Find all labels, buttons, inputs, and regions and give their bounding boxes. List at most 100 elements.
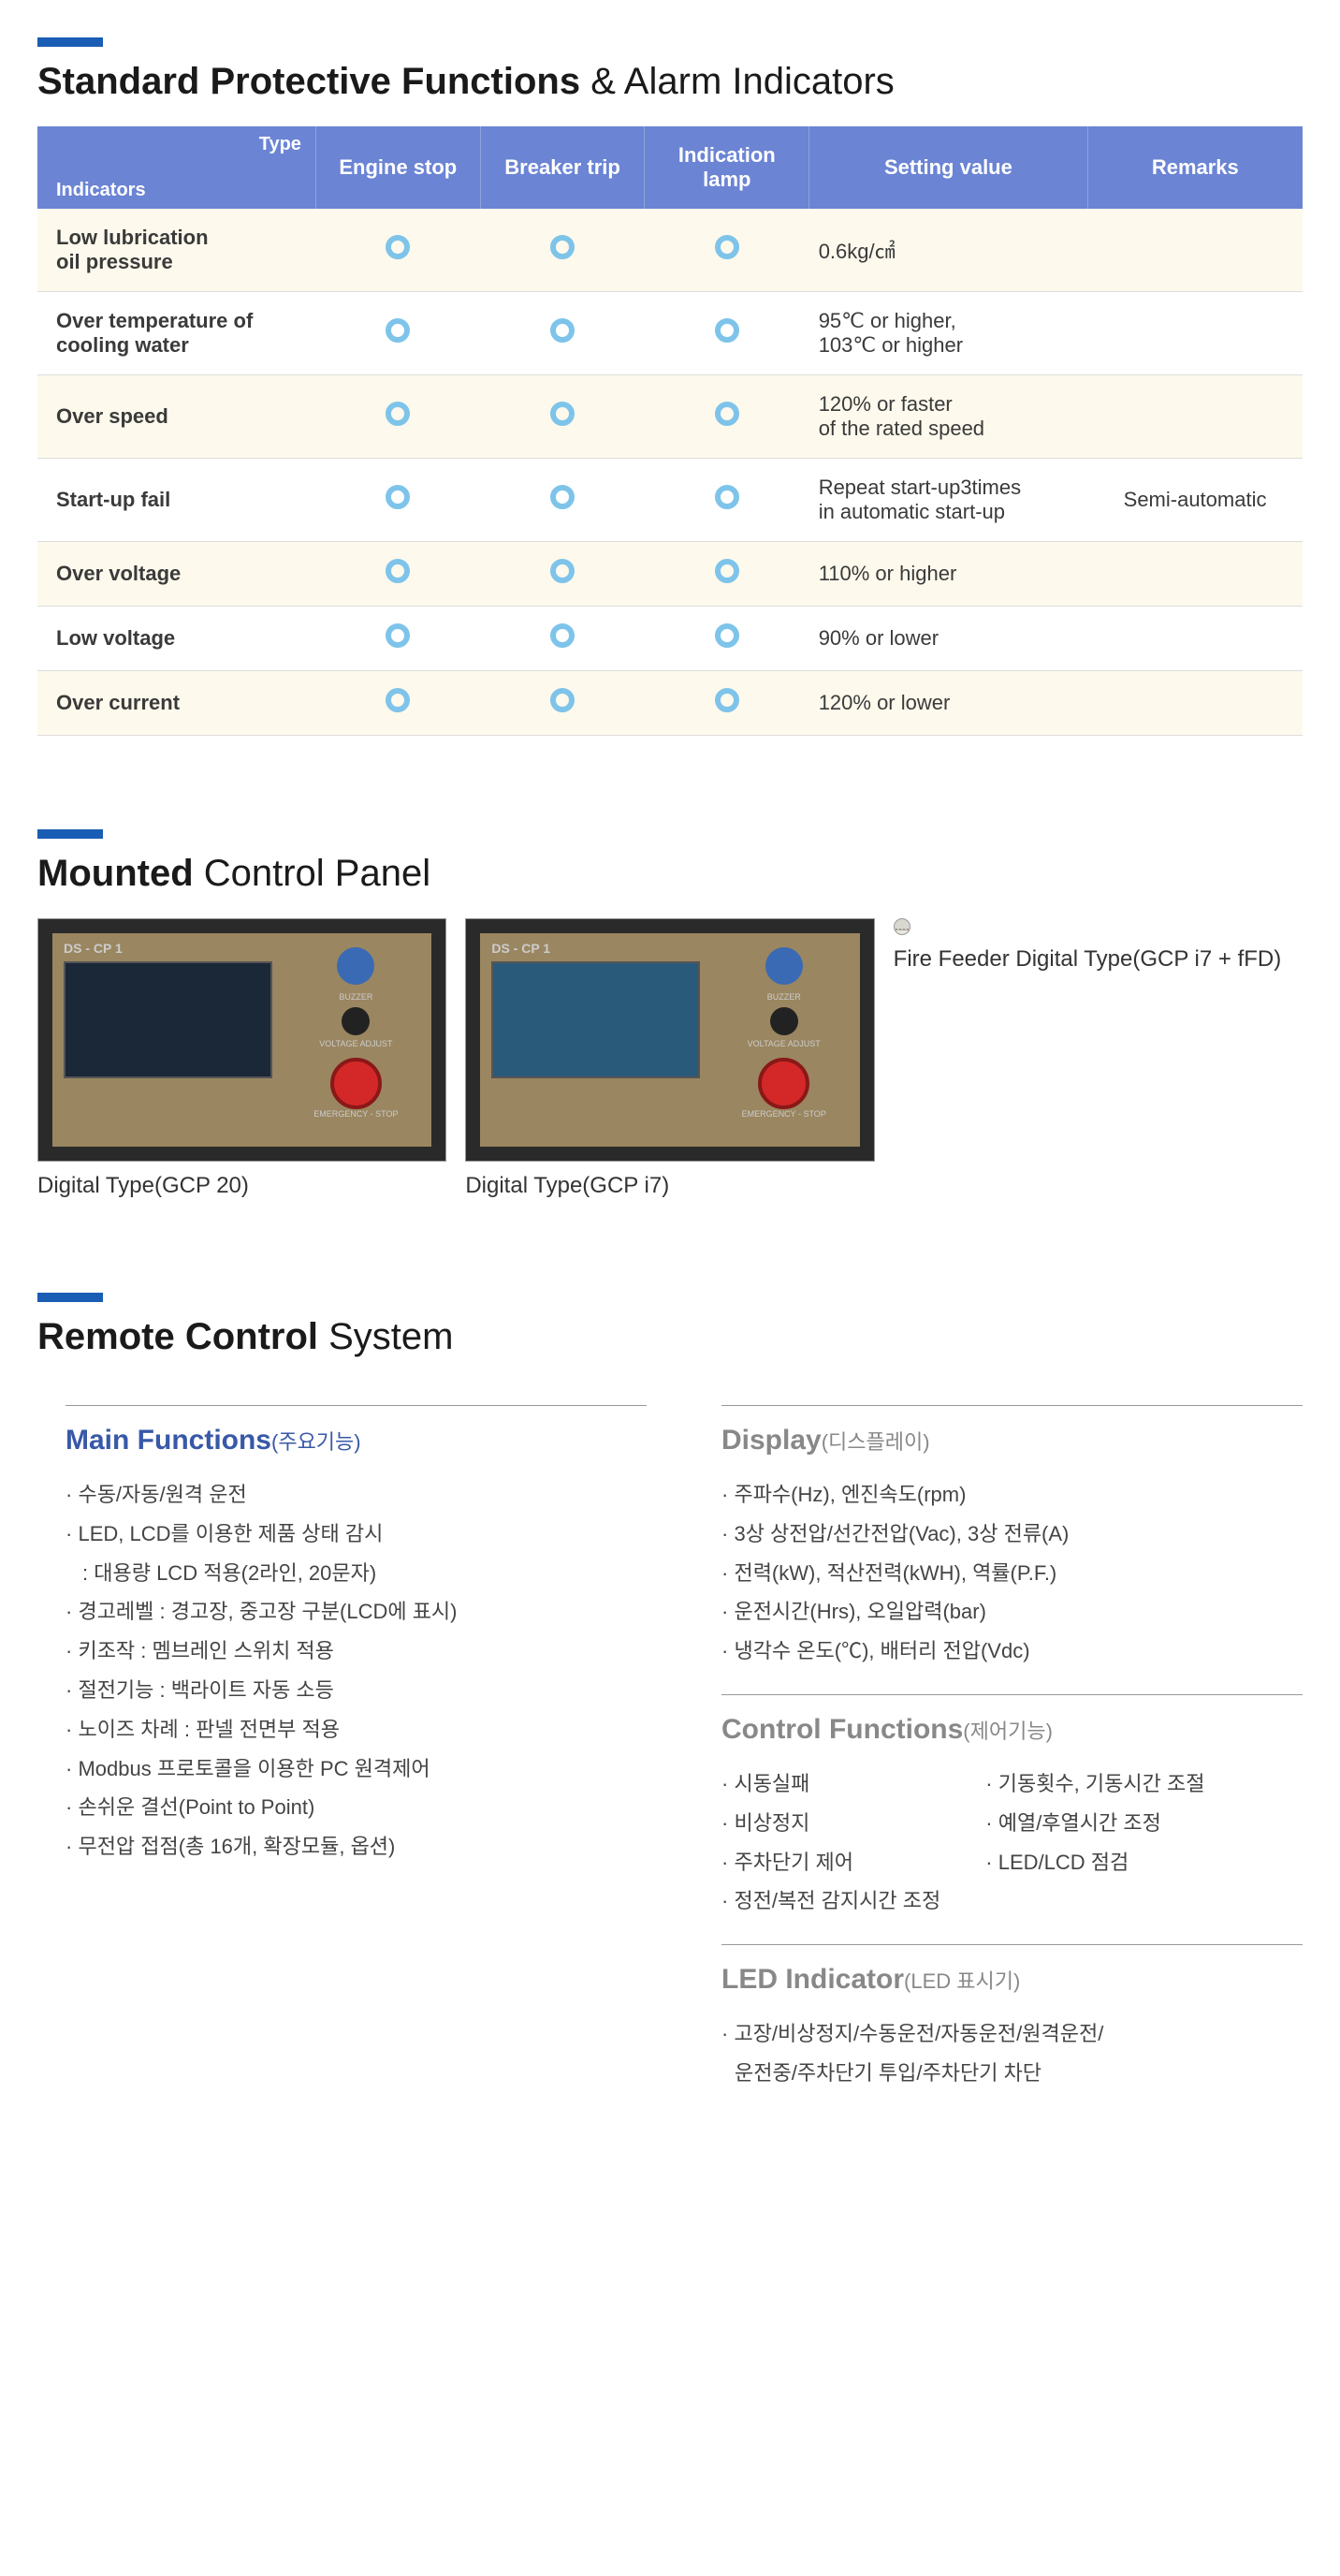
engine-stop-cell (315, 209, 480, 292)
table-row: Over voltage 110% or higher (37, 542, 1303, 607)
list-item: 대용량 LCD 적용(2라인, 20문자) (66, 1554, 647, 1593)
indicator-label: Over temperature ofcooling water (37, 292, 315, 375)
buzzer-button (337, 947, 374, 985)
protective-table: Type Indicators Engine stop Breaker trip… (37, 126, 1303, 736)
table-row: Low lubricationoil pressure 0.6kg/㎠ (37, 209, 1303, 292)
table-row: Over speed 120% or fasterof the rated spe… (37, 375, 1303, 459)
list-item: 주파수(Hz), 엔진속도(rpm) (721, 1475, 1303, 1515)
panel-image: DS - CP 1 BUZZER VOLTAGE ADJUST EMERGENC… (465, 918, 874, 1162)
table-row: Over temperature ofcooling water 95℃ or h… (37, 292, 1303, 375)
engine-stop-cell (315, 375, 480, 459)
circle-mark-icon (715, 623, 739, 648)
remarks-cell (1087, 542, 1303, 607)
list-item: 고장/비상정지/수동운전/자동운전/원격운전/ (721, 2014, 1303, 2054)
header-breaker-trip: Breaker trip (480, 126, 645, 209)
header-indicators: Type Indicators (37, 126, 315, 209)
list-item: LED, LCD를 이용한 제품 상태 감시 (66, 1515, 647, 1554)
control-item: 기동횟수, 기동시간 조절 (985, 1764, 1303, 1804)
panel-caption: Digital Type(GCP 20) (37, 1173, 446, 1199)
circle-mark-icon (386, 485, 410, 509)
setting-value-cell: 120% or fasterof the rated speed (809, 375, 1087, 459)
header-indication-lamp: Indication lamp (645, 126, 809, 209)
indication-lamp-cell (645, 459, 809, 542)
circle-mark-icon (715, 559, 739, 583)
control-item: 예열/후열시간 조정 (985, 1804, 1303, 1843)
table-row: Over current120% or lower (37, 671, 1303, 736)
circle-mark-icon (715, 485, 739, 509)
circle-mark-icon (715, 235, 739, 259)
panel-gcpi7: DS - CP 1 BUZZER VOLTAGE ADJUST EMERGENC… (465, 918, 874, 1199)
emergency-stop-button (330, 1058, 382, 1109)
indication-lamp-cell (645, 292, 809, 375)
list-item: 수동/자동/원격 운전 (66, 1475, 647, 1515)
indicator-label: Over speed (37, 375, 315, 459)
engine-stop-cell (315, 671, 480, 736)
section-title: Mounted Control Panel (37, 853, 1303, 895)
buzzer-button (765, 947, 803, 985)
indication-lamp-cell (645, 607, 809, 671)
protective-functions-section: Standard Protective Functions & Alarm In… (37, 37, 1303, 736)
breaker-trip-cell (480, 459, 645, 542)
list-item: 노이즈 차례 : 판넬 전면부 적용 (66, 1710, 647, 1749)
remarks-cell (1087, 375, 1303, 459)
list-item: 운전중/주차단기 투입/주차단기 차단 (721, 2054, 1303, 2093)
remarks-cell: Semi-automatic (1087, 459, 1303, 542)
main-functions-title: Main Functions(주요기능) (66, 1425, 647, 1456)
circle-mark-icon (550, 688, 575, 712)
breaker-trip-cell (480, 209, 645, 292)
indicator-label: Low lubricationoil pressure (37, 209, 315, 292)
circle-mark-icon (386, 559, 410, 583)
list-item: 냉각수 온도(℃), 배터리 전압(Vdc) (721, 1632, 1303, 1671)
circle-mark-icon (550, 235, 575, 259)
table-row: Low voltage 90% or lower (37, 607, 1303, 671)
engine-stop-cell (315, 607, 480, 671)
setting-value-cell: 95℃ or higher,103℃ or higher (809, 292, 1087, 375)
indication-lamp-cell (645, 542, 809, 607)
remarks-cell (1087, 671, 1303, 736)
circle-mark-icon (550, 623, 575, 648)
circle-mark-icon (386, 402, 410, 426)
voltage-knob (342, 1007, 370, 1035)
remarks-cell (1087, 607, 1303, 671)
list-item: 전력(kW), 적산전력(kWH), 역률(P.F.) (721, 1554, 1303, 1593)
setting-value-cell: 110% or higher (809, 542, 1087, 607)
voltage-knob (770, 1007, 798, 1035)
engine-stop-cell (315, 542, 480, 607)
circle-mark-icon (386, 623, 410, 648)
circle-mark-icon (715, 688, 739, 712)
breaker-trip-cell (480, 607, 645, 671)
indicator-label: Low voltage (37, 607, 315, 671)
circle-mark-icon (550, 402, 575, 426)
control-item: 정전/복전 감지시간 조정 (721, 1881, 1303, 1921)
indication-lamp-cell (645, 671, 809, 736)
main-functions-column: Main Functions(주요기능) 수동/자동/원격 운전LED, LCD… (66, 1382, 647, 2093)
panel-fire-feeder: 발전용 소방용 Fire Feeder Digital Type(GCP i7 … (894, 918, 1303, 1199)
panel-image: DS - CP 1 BUZZER VOLTAGE ADJUST EMERGENC… (37, 918, 446, 1162)
indication-lamp-cell (645, 375, 809, 459)
mounted-panel-section: Mounted Control Panel DS - CP 1 BUZZER V… (37, 829, 1303, 1199)
remarks-cell (1087, 209, 1303, 292)
section-title: Standard Protective Functions & Alarm In… (37, 61, 1303, 103)
breaker-trip-cell (480, 375, 645, 459)
display-title: Display(디스플레이) (721, 1425, 1303, 1456)
section-title: Remote Control System (37, 1316, 1303, 1358)
engine-stop-cell (315, 292, 480, 375)
accent-bar (37, 37, 103, 47)
led-indicator-title: LED Indicator(LED 표시기) (721, 1964, 1303, 1996)
circle-mark-icon (386, 688, 410, 712)
setting-value-cell: 0.6kg/㎠ (809, 209, 1087, 292)
setting-value-cell: 90% or lower (809, 607, 1087, 671)
panel-caption: Digital Type(GCP i7) (465, 1173, 874, 1199)
control-item: 시동실패 (721, 1764, 985, 1804)
control-functions-title: Control Functions(제어기능) (721, 1714, 1303, 1746)
circle-mark-icon (386, 235, 410, 259)
accent-bar (37, 1293, 103, 1302)
control-item: LED/LCD 점검 (985, 1843, 1303, 1882)
remarks-cell (1087, 292, 1303, 375)
control-item: 주차단기 제어 (721, 1843, 985, 1882)
indicator-label: Over voltage (37, 542, 315, 607)
breaker-trip-cell (480, 671, 645, 736)
circle-mark-icon (550, 485, 575, 509)
list-item: Modbus 프로토콜을 이용한 PC 원격제어 (66, 1749, 647, 1789)
list-item: 절전기능 : 백라이트 자동 소등 (66, 1671, 647, 1710)
